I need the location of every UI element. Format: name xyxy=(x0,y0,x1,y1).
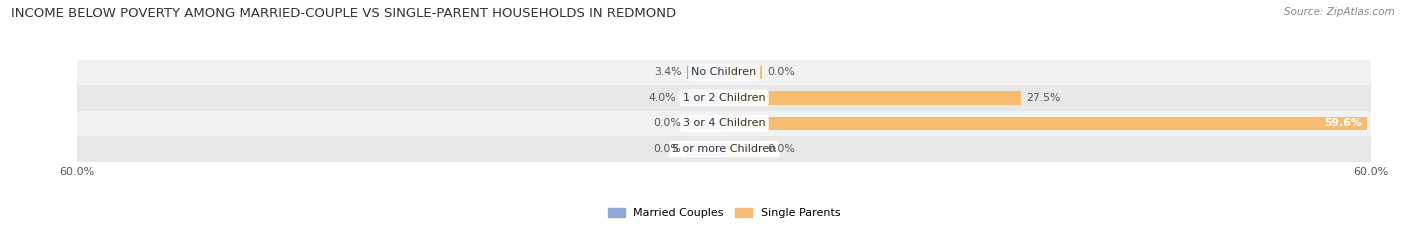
Bar xyxy=(686,117,724,130)
Bar xyxy=(724,117,1367,130)
Text: 1 or 2 Children: 1 or 2 Children xyxy=(683,93,765,103)
Bar xyxy=(77,85,1371,111)
Bar xyxy=(77,59,1371,85)
Text: 3 or 4 Children: 3 or 4 Children xyxy=(683,118,765,128)
Text: 0.0%: 0.0% xyxy=(654,118,681,128)
Text: 3.4%: 3.4% xyxy=(655,67,682,77)
Text: No Children: No Children xyxy=(692,67,756,77)
Text: 0.0%: 0.0% xyxy=(768,67,794,77)
Bar xyxy=(77,111,1371,136)
Text: 0.0%: 0.0% xyxy=(768,144,794,154)
Text: Source: ZipAtlas.com: Source: ZipAtlas.com xyxy=(1284,7,1395,17)
Bar xyxy=(681,91,724,105)
Text: 27.5%: 27.5% xyxy=(1026,93,1060,103)
Bar xyxy=(688,66,724,79)
Bar xyxy=(724,66,762,79)
Text: INCOME BELOW POVERTY AMONG MARRIED-COUPLE VS SINGLE-PARENT HOUSEHOLDS IN REDMOND: INCOME BELOW POVERTY AMONG MARRIED-COUPL… xyxy=(11,7,676,20)
Bar xyxy=(686,142,724,156)
Text: 0.0%: 0.0% xyxy=(654,144,681,154)
Bar xyxy=(724,142,762,156)
Bar xyxy=(724,91,1021,105)
Text: 5 or more Children: 5 or more Children xyxy=(672,144,776,154)
Bar xyxy=(77,136,1371,162)
Text: 4.0%: 4.0% xyxy=(648,93,676,103)
Legend: Married Couples, Single Parents: Married Couples, Single Parents xyxy=(603,203,845,223)
Text: 59.6%: 59.6% xyxy=(1324,118,1362,128)
